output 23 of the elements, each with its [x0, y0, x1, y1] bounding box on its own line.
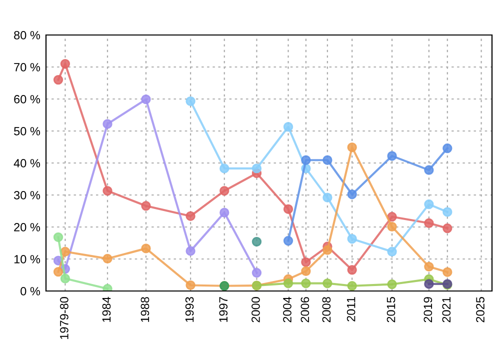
y-tick-label: 10 % [14, 255, 40, 264]
y-tick-label: 70 % [14, 63, 40, 72]
x-tick-label: 2004 [283, 296, 292, 322]
x-tick-label: 2015 [386, 297, 396, 322]
x-tick-label: 1993 [185, 297, 194, 322]
x-tick-label: 2011 [346, 297, 356, 322]
x-tick-label: 1997 [219, 297, 228, 322]
x-tick-label: 2006 [300, 297, 310, 322]
x-tick-label: 2008 [322, 297, 331, 322]
x-tick-label: 2000 [252, 297, 260, 322]
y-tick-label: 80 % [14, 31, 40, 40]
y-tick-label: 50 % [14, 127, 40, 136]
y-tick-label: 30 % [14, 191, 40, 200]
y-tick-label: 60 % [14, 95, 40, 104]
y-tick-label: 20 % [14, 223, 40, 232]
x-tick-label: 2021 [442, 297, 451, 322]
y-tick-label: 40 % [14, 159, 40, 168]
x-tick-label: 2019 [424, 297, 432, 322]
x-tick-label: 2025 [476, 297, 484, 322]
y-tick-label: 0 % [20, 287, 40, 296]
x-tick-label: 1979-80 [60, 297, 68, 339]
x-tick-label: 1984 [102, 296, 111, 322]
x-tick-label: 1988 [140, 297, 150, 322]
